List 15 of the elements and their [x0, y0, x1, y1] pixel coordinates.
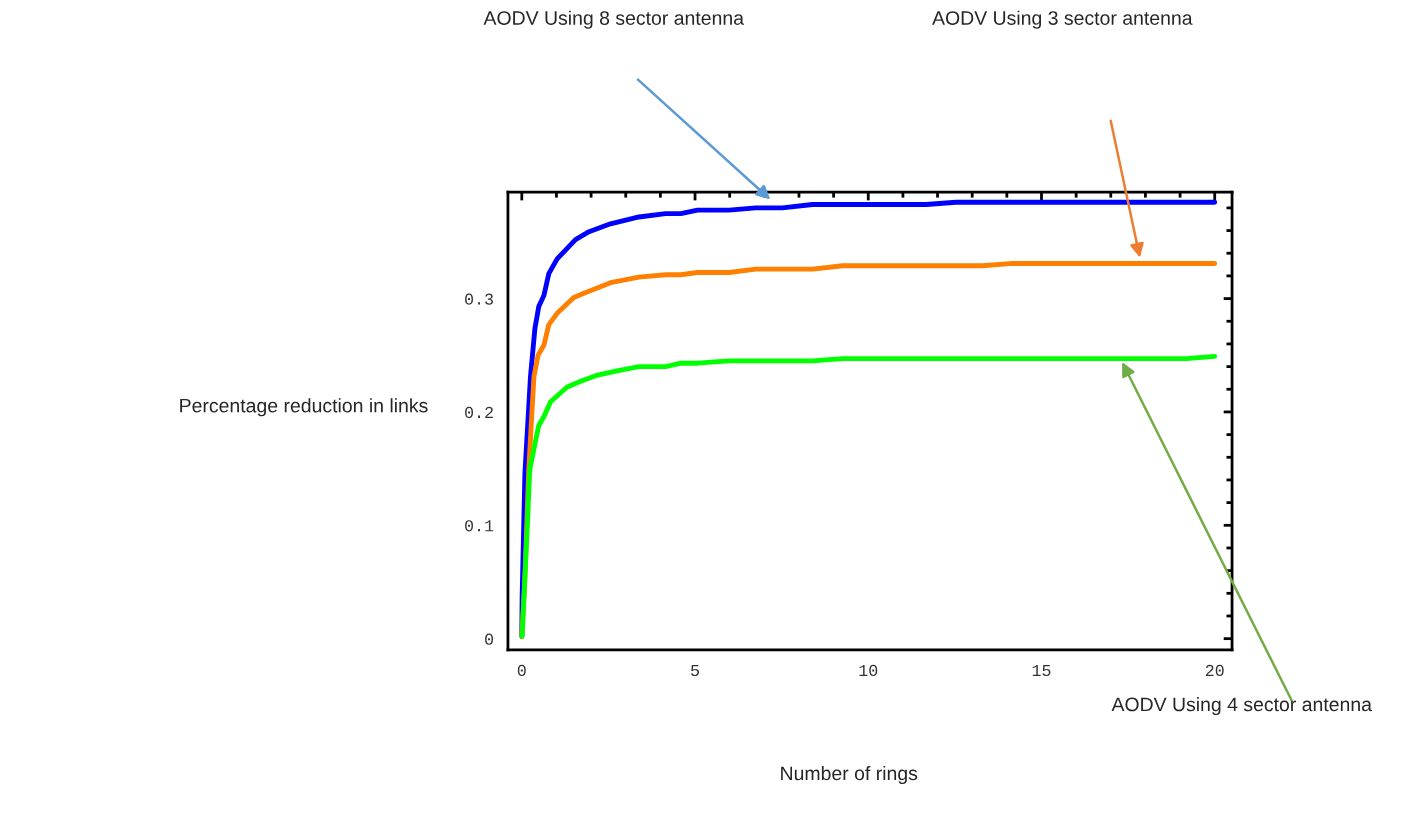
x-tick-label: 10 [859, 664, 878, 677]
text: AODV Using 8 sector antenna [483, 10, 744, 29]
x-tick-label: 15 [1032, 664, 1051, 677]
y-tick-label: 0.3 [465, 293, 493, 305]
x-tick-label: 0 [517, 664, 526, 677]
text: AODV Using 4 sector antenna [1111, 697, 1372, 716]
text: AODV Using 3 sector antenna [932, 10, 1193, 29]
y-tick-label: 0.1 [465, 520, 494, 532]
y-tick-label: 0 [485, 633, 494, 645]
y-axis-title: Percentage reduction in links [180, 398, 428, 417]
x-tick-label: 5 [691, 664, 699, 677]
x-tick-label: 20 [1205, 664, 1224, 677]
x-axis-title: Number of rings [781, 765, 918, 785]
line-series [519, 353, 1218, 639]
y-tick-label: 0.2 [465, 406, 493, 419]
